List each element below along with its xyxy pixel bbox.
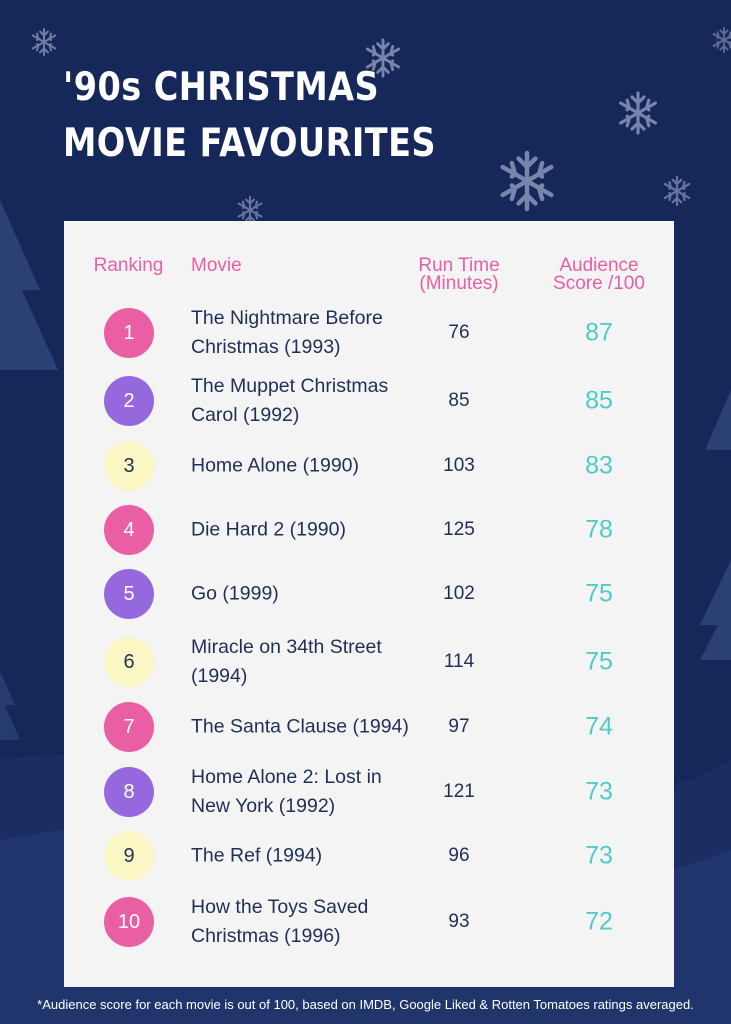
run-time: 76: [448, 322, 470, 343]
movie-title: Home Alone 2: Lost in New York (1992): [191, 766, 382, 817]
table-row: 6 Miracle on 34th Street (1994) 114 75: [64, 632, 674, 692]
movie-title: The Ref (1994): [191, 844, 323, 867]
header-score: Audience Score /100: [544, 255, 654, 294]
table-row: 4 Die Hard 2 (1990) 125 78: [64, 500, 674, 560]
rank-badge: 5: [104, 569, 154, 619]
audience-score: 75: [585, 647, 613, 676]
ranking-table: Ranking Movie Run Time (Minutes) Audienc…: [64, 221, 674, 987]
run-time: 102: [443, 583, 475, 604]
audience-score: 78: [585, 515, 613, 544]
audience-score: 73: [585, 841, 613, 870]
movie-title: The Santa Clause (1994): [191, 715, 409, 738]
audience-score: 83: [585, 451, 613, 480]
audience-score: 85: [585, 386, 613, 415]
rank-badge: 1: [104, 308, 154, 358]
movie-title: Die Hard 2 (1990): [191, 518, 346, 541]
audience-score: 75: [585, 579, 613, 608]
rank-badge: 2: [104, 376, 154, 426]
header-run-time: Run Time (Minutes): [409, 255, 509, 294]
snowflake-icon: [31, 27, 57, 57]
header-ranking: Ranking: [93, 255, 164, 276]
header-run-time-line-2: (Minutes): [419, 273, 499, 294]
pine-tree-icon: [0, 200, 58, 370]
snowflake-icon: [503, 153, 552, 209]
rank-badge: 6: [104, 637, 154, 687]
run-time: 125: [443, 519, 475, 540]
table-row: 3 Home Alone (1990) 103 83: [64, 436, 674, 496]
movie-title: Home Alone (1990): [191, 454, 360, 477]
audience-score: 74: [585, 712, 613, 741]
footnote: *Audience score for each movie is out of…: [37, 997, 694, 1012]
table-row: 10 How the Toys Saved Christmas (1996) 93 7…: [64, 892, 674, 952]
rank-badge: 3: [104, 441, 154, 491]
snowflake-icon: [663, 175, 691, 207]
run-time: 96: [448, 845, 470, 866]
audience-score: 72: [585, 907, 613, 936]
table-row: 5 Go (1999) 102 75: [64, 564, 674, 624]
table-row: 7 The Santa Clause (1994) 97 74: [64, 697, 674, 757]
rank-badge: 9: [104, 831, 154, 881]
run-time: 97: [448, 716, 470, 737]
movie-title: The Muppet Christmas Carol (1992): [191, 375, 389, 426]
rank-badge: 4: [104, 505, 154, 555]
snowflake-icon: [712, 27, 731, 53]
movie-title: Miracle on 34th Street (1994): [191, 636, 382, 687]
movie-title: Go (1999): [191, 582, 279, 605]
movie-title: How the Toys Saved Christmas (1996): [191, 896, 369, 947]
snowflake-icon: [237, 195, 263, 225]
table-row: 8 Home Alone 2: Lost in New York (1992) 12…: [64, 762, 674, 822]
table-row: 2 The Muppet Christmas Carol (1992) 85 85: [64, 371, 674, 431]
pine-tree-icon: [0, 671, 20, 740]
audience-score: 87: [585, 318, 613, 347]
pine-tree-icon: [705, 390, 731, 450]
header-score-line-1: Audience: [559, 255, 639, 276]
page-title: '90s CHRISTMAS MOVIE FAVOURITES: [63, 60, 436, 172]
snowflake-icon: [618, 91, 658, 135]
header-score-line-2: Score /100: [553, 273, 645, 294]
audience-score: 73: [585, 777, 613, 806]
table-row: 9 The Ref (1994) 96 73: [64, 826, 674, 886]
table-row: 1 The Nightmare Before Christmas (1993) 76…: [64, 303, 674, 363]
rank-badge: 7: [104, 702, 154, 752]
run-time: 103: [443, 455, 475, 476]
run-time: 114: [443, 651, 475, 672]
pine-tree-icon: [700, 560, 731, 660]
rank-badge: 8: [104, 767, 154, 817]
header-run-time-line-1: Run Time: [418, 255, 500, 276]
title-line-2: MOVIE FAVOURITES: [63, 121, 437, 166]
header-movie: Movie: [191, 255, 242, 276]
movie-title: The Nightmare Before Christmas (1993): [191, 307, 383, 358]
run-time: 93: [448, 911, 470, 932]
run-time: 121: [443, 781, 475, 802]
run-time: 85: [448, 390, 470, 411]
title-line-1: '90s CHRISTMAS: [63, 65, 380, 110]
rank-badge: 10: [104, 897, 154, 947]
